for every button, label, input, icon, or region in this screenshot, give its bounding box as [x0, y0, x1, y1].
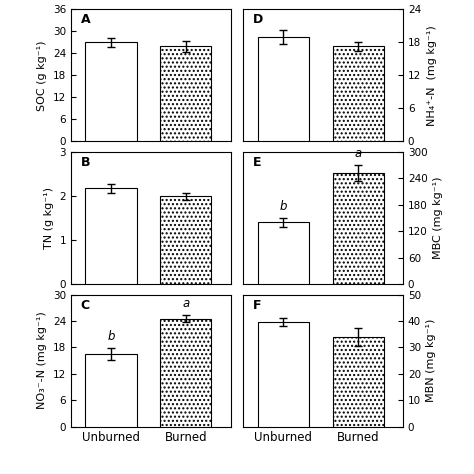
- Bar: [333, 173, 384, 284]
- Text: C: C: [81, 299, 90, 311]
- Y-axis label: SOC (g kg⁻¹): SOC (g kg⁻¹): [37, 40, 47, 111]
- Bar: [85, 354, 137, 427]
- Text: F: F: [253, 299, 262, 311]
- Bar: [160, 196, 211, 284]
- Text: b: b: [107, 330, 115, 343]
- Y-axis label: NH₄⁺-N  (mg kg⁻¹): NH₄⁺-N (mg kg⁻¹): [427, 25, 437, 126]
- Bar: [160, 46, 211, 141]
- Y-axis label: TN (g kg⁻¹): TN (g kg⁻¹): [44, 187, 54, 249]
- Bar: [258, 222, 309, 284]
- Y-axis label: NO₃⁻-N (mg kg⁻¹): NO₃⁻-N (mg kg⁻¹): [37, 312, 47, 410]
- Text: a: a: [182, 297, 190, 310]
- Text: E: E: [253, 156, 262, 169]
- Bar: [333, 46, 384, 141]
- Text: D: D: [253, 13, 263, 27]
- Bar: [85, 43, 137, 141]
- Text: A: A: [81, 13, 90, 27]
- Bar: [160, 319, 211, 427]
- Bar: [258, 37, 309, 141]
- Bar: [333, 337, 384, 427]
- Bar: [258, 322, 309, 427]
- Text: a: a: [355, 147, 362, 160]
- Bar: [85, 188, 137, 284]
- Text: b: b: [280, 200, 287, 213]
- Y-axis label: MBC (mg kg⁻¹): MBC (mg kg⁻¹): [433, 177, 443, 259]
- Text: B: B: [81, 156, 90, 169]
- Y-axis label: MBN (mg kg⁻¹): MBN (mg kg⁻¹): [427, 319, 437, 402]
